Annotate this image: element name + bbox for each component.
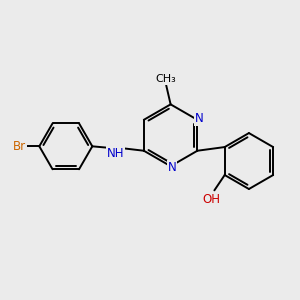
Text: NH: NH xyxy=(106,147,124,160)
Text: N: N xyxy=(168,161,176,174)
Text: Br: Br xyxy=(13,140,26,153)
Text: OH: OH xyxy=(202,193,220,206)
Text: CH₃: CH₃ xyxy=(156,74,177,84)
Text: N: N xyxy=(194,112,203,125)
